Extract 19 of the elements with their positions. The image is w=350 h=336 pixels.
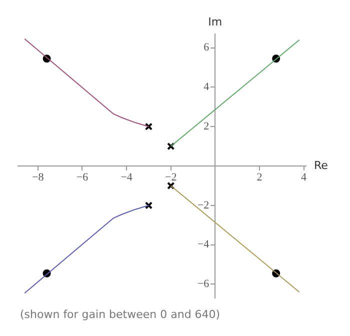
- y-tick-label: −4: [197, 238, 210, 251]
- y-tick-label: 4: [204, 81, 210, 94]
- y-axis-title: Im: [208, 15, 222, 28]
- x-tick-label: −6: [76, 171, 89, 184]
- x-tick-label: −2: [165, 171, 177, 184]
- x-tick-label: −4: [120, 171, 133, 184]
- point: [144, 122, 153, 130]
- y-tick-label: −6: [197, 278, 210, 290]
- y-tick-label: 6: [204, 42, 210, 54]
- point: [144, 202, 153, 210]
- text: (shown for gain between 0 and 640): [20, 308, 222, 321]
- y-tick-label: 2: [204, 120, 210, 132]
- x-tick-label: 2: [256, 171, 262, 184]
- x-tick-label: 4: [301, 171, 308, 184]
- point: [167, 182, 175, 190]
- point: [167, 142, 175, 150]
- x-tick-label: −8: [32, 171, 44, 184]
- y-tick-label: −2: [197, 199, 210, 212]
- x-axis-title: Re: [314, 158, 328, 172]
